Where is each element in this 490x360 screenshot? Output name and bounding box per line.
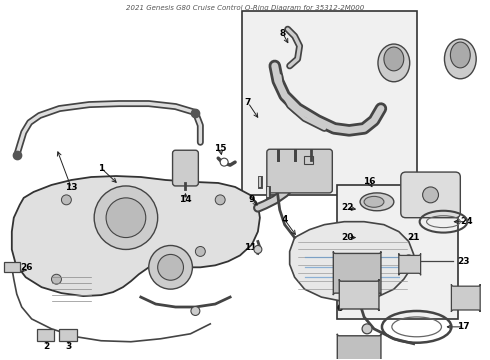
Text: 4: 4 bbox=[281, 215, 288, 224]
Text: 2: 2 bbox=[44, 342, 49, 351]
Circle shape bbox=[51, 274, 61, 284]
Polygon shape bbox=[290, 222, 414, 301]
Text: 22: 22 bbox=[341, 203, 353, 212]
Bar bbox=[59, 329, 77, 341]
FancyBboxPatch shape bbox=[451, 284, 480, 312]
Circle shape bbox=[106, 198, 146, 238]
FancyBboxPatch shape bbox=[339, 279, 379, 311]
Circle shape bbox=[158, 255, 183, 280]
Bar bbox=[4, 262, 20, 272]
Bar bbox=[303, 156, 314, 164]
Circle shape bbox=[215, 195, 225, 205]
Ellipse shape bbox=[378, 44, 410, 82]
Polygon shape bbox=[12, 176, 260, 296]
Text: 1: 1 bbox=[98, 163, 104, 172]
Bar bbox=[337, 185, 458, 319]
Bar bbox=[242, 11, 416, 195]
Text: 7: 7 bbox=[245, 98, 251, 107]
Text: 14: 14 bbox=[179, 195, 192, 204]
Ellipse shape bbox=[360, 193, 394, 211]
Bar bbox=[37, 329, 54, 341]
Text: 11: 11 bbox=[244, 243, 256, 252]
Ellipse shape bbox=[450, 42, 470, 68]
Circle shape bbox=[362, 324, 372, 334]
Text: 19: 19 bbox=[341, 263, 353, 272]
FancyBboxPatch shape bbox=[267, 149, 332, 193]
Text: 3: 3 bbox=[65, 342, 72, 351]
Ellipse shape bbox=[444, 39, 476, 79]
Circle shape bbox=[404, 255, 413, 264]
Text: 20: 20 bbox=[341, 233, 353, 242]
Text: 16: 16 bbox=[363, 177, 375, 186]
Text: 21: 21 bbox=[408, 233, 420, 242]
Text: 15: 15 bbox=[214, 144, 226, 153]
FancyBboxPatch shape bbox=[399, 253, 420, 275]
Circle shape bbox=[191, 306, 200, 315]
Text: 18: 18 bbox=[341, 293, 353, 302]
Ellipse shape bbox=[384, 47, 404, 71]
Text: 5: 5 bbox=[364, 337, 370, 346]
Circle shape bbox=[220, 158, 228, 166]
Circle shape bbox=[149, 246, 193, 289]
Text: 12: 12 bbox=[386, 74, 398, 83]
Text: 24: 24 bbox=[460, 217, 472, 226]
Text: 9: 9 bbox=[249, 195, 255, 204]
Circle shape bbox=[61, 195, 72, 205]
Text: 17: 17 bbox=[457, 322, 469, 331]
FancyBboxPatch shape bbox=[172, 150, 198, 186]
Text: 6: 6 bbox=[336, 305, 343, 314]
FancyBboxPatch shape bbox=[337, 334, 381, 360]
Circle shape bbox=[254, 246, 262, 253]
Circle shape bbox=[345, 294, 354, 303]
Circle shape bbox=[94, 186, 158, 249]
Text: 25: 25 bbox=[424, 176, 437, 185]
Text: 27: 27 bbox=[454, 68, 466, 77]
Circle shape bbox=[196, 247, 205, 256]
Ellipse shape bbox=[364, 196, 384, 207]
Circle shape bbox=[422, 187, 439, 203]
Text: 10: 10 bbox=[301, 151, 314, 160]
Text: 13: 13 bbox=[65, 184, 77, 193]
FancyBboxPatch shape bbox=[333, 251, 381, 295]
Text: 2021 Genesis G80 Cruise Control O-Ring Diagram for 35312-2M000: 2021 Genesis G80 Cruise Control O-Ring D… bbox=[126, 5, 364, 12]
Text: 26: 26 bbox=[21, 263, 33, 272]
Text: 23: 23 bbox=[457, 257, 469, 266]
FancyBboxPatch shape bbox=[401, 172, 460, 218]
Text: 8: 8 bbox=[280, 29, 286, 38]
